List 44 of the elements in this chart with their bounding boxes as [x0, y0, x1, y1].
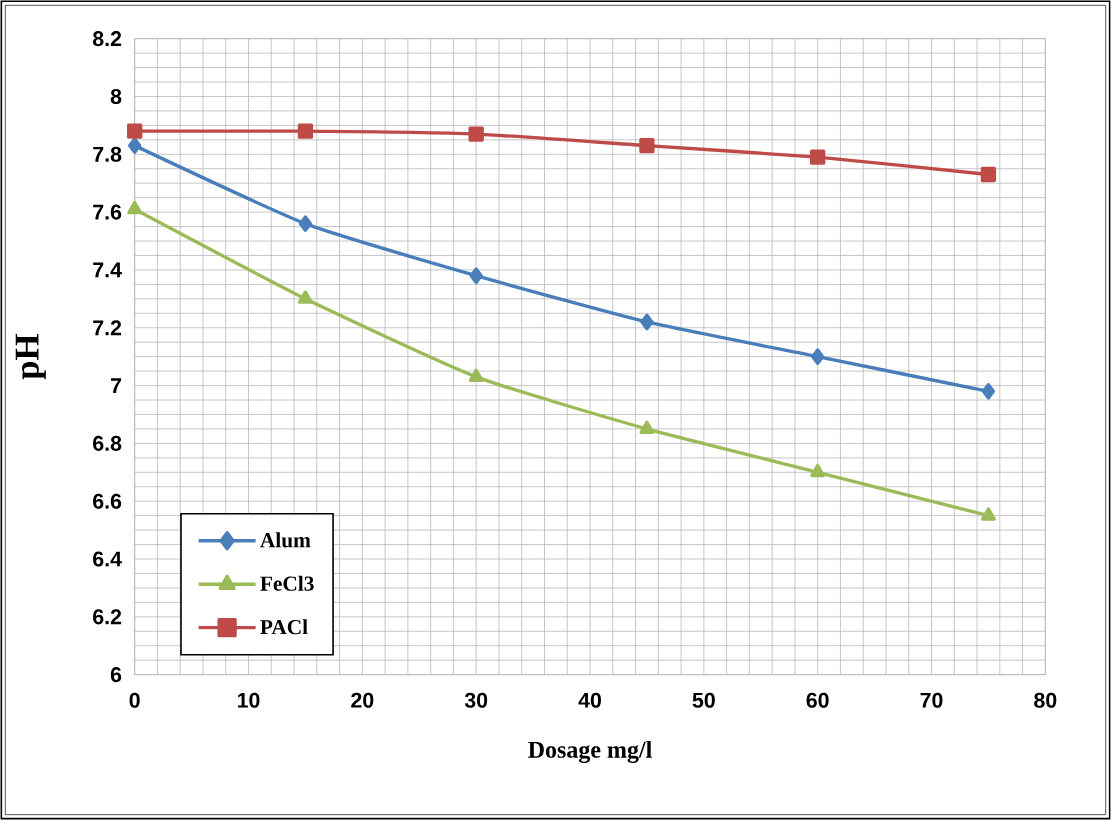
y-axis-title: pH [15, 334, 46, 380]
point [468, 368, 484, 382]
x-tick-label: 20 [351, 692, 374, 708]
x-tick-label: 70 [920, 692, 943, 708]
y-tick-label: 8 [110, 88, 122, 105]
point [468, 126, 484, 142]
point [127, 200, 143, 215]
point [980, 166, 997, 183]
legend-label: PACl [260, 619, 308, 635]
point [639, 137, 655, 154]
x-tick-label: 10 [237, 692, 260, 708]
point [298, 215, 313, 233]
y-tick-label: 6.2 [93, 609, 122, 625]
y-tick-label: 6 [110, 667, 122, 683]
x-tick-label: 30 [464, 692, 488, 708]
point [469, 267, 483, 285]
point [810, 463, 826, 478]
point [297, 123, 314, 139]
y-tick-label: 6.4 [93, 551, 122, 567]
point [127, 123, 143, 139]
x-axis-title: Dosage mg/l [528, 740, 652, 763]
point [981, 383, 996, 400]
x-tick-label: 0 [129, 692, 140, 708]
point [811, 348, 825, 365]
y-tick-label: 7 [111, 378, 122, 393]
point [297, 290, 313, 304]
legend-label: Alum [260, 532, 311, 548]
point [810, 149, 826, 165]
x-tick-label: 50 [692, 692, 715, 708]
y-tick-label: 6.6 [93, 493, 122, 509]
y-tick-label: 7.2 [93, 320, 122, 336]
x-tick-label: 40 [578, 692, 601, 708]
point [639, 420, 655, 434]
y-tick-label: 7.4 [93, 262, 122, 278]
legend-label: FeCl3 [260, 575, 314, 591]
point [640, 313, 654, 331]
x-tick-label: 80 [1034, 692, 1057, 708]
point [980, 507, 996, 521]
x-tick-label: 60 [806, 692, 829, 708]
y-tick-label: 7.6 [93, 204, 122, 220]
y-tick-label: 6.8 [93, 435, 122, 451]
point [128, 137, 142, 154]
y-tick-label: 7.8 [93, 146, 122, 162]
y-tick-label: 8.2 [92, 31, 122, 47]
